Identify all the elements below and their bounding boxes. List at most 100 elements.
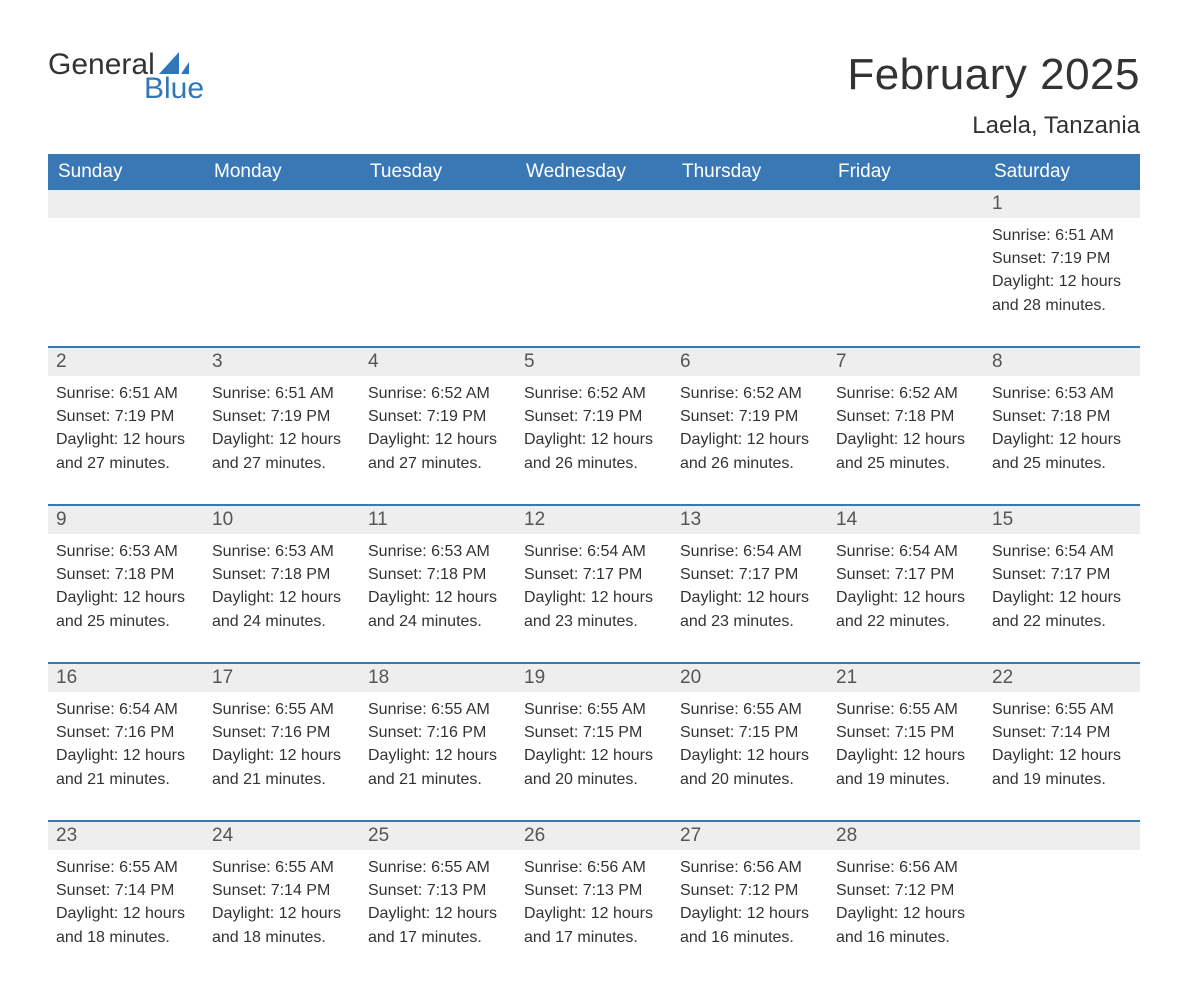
day-cell: Sunrise: 6:55 AMSunset: 7:15 PMDaylight:… <box>672 692 828 792</box>
day-number <box>984 822 1140 850</box>
day-number: 5 <box>516 348 672 376</box>
sunrise-line: Sunrise: 6:55 AM <box>212 856 352 879</box>
daylight-line: Daylight: 12 hours and 22 minutes. <box>992 586 1132 632</box>
sunset-line: Sunset: 7:17 PM <box>992 563 1132 586</box>
day-number: 14 <box>828 506 984 534</box>
month-title: February 2025 <box>847 50 1140 100</box>
sunrise-line: Sunrise: 6:51 AM <box>212 382 352 405</box>
sunset-line: Sunset: 7:13 PM <box>524 879 664 902</box>
sunrise-line: Sunrise: 6:55 AM <box>836 698 976 721</box>
day-number: 11 <box>360 506 516 534</box>
sunrise-line: Sunrise: 6:55 AM <box>56 856 196 879</box>
calendar-week: 9101112131415Sunrise: 6:53 AMSunset: 7:1… <box>48 504 1140 634</box>
calendar-week: 1Sunrise: 6:51 AMSunset: 7:19 PMDaylight… <box>48 190 1140 318</box>
sunset-line: Sunset: 7:13 PM <box>368 879 508 902</box>
day-number: 12 <box>516 506 672 534</box>
day-cell: Sunrise: 6:56 AMSunset: 7:12 PMDaylight:… <box>828 850 984 950</box>
daylight-line: Daylight: 12 hours and 26 minutes. <box>524 428 664 474</box>
daynum-strip: 9101112131415 <box>48 506 1140 534</box>
day-cell: Sunrise: 6:51 AMSunset: 7:19 PMDaylight:… <box>984 218 1140 318</box>
day-cell <box>672 218 828 318</box>
daylight-line: Daylight: 12 hours and 25 minutes. <box>56 586 196 632</box>
daylight-line: Daylight: 12 hours and 16 minutes. <box>680 902 820 948</box>
brand-logo: General Blue <box>48 50 204 104</box>
daylight-line: Daylight: 12 hours and 21 minutes. <box>368 744 508 790</box>
day-number: 22 <box>984 664 1140 692</box>
brand-word1: General <box>48 50 155 80</box>
sunrise-line: Sunrise: 6:55 AM <box>524 698 664 721</box>
sunrise-line: Sunrise: 6:52 AM <box>836 382 976 405</box>
daylight-line: Daylight: 12 hours and 20 minutes. <box>524 744 664 790</box>
location-label: Laela, Tanzania <box>847 112 1140 140</box>
sunrise-line: Sunrise: 6:51 AM <box>992 224 1132 247</box>
daynum-strip: 2345678 <box>48 348 1140 376</box>
daylight-line: Daylight: 12 hours and 19 minutes. <box>836 744 976 790</box>
sunrise-line: Sunrise: 6:55 AM <box>368 698 508 721</box>
day-number: 19 <box>516 664 672 692</box>
day-cell: Sunrise: 6:52 AMSunset: 7:19 PMDaylight:… <box>516 376 672 476</box>
sunset-line: Sunset: 7:16 PM <box>56 721 196 744</box>
dow-cell: Friday <box>828 154 984 190</box>
sunset-line: Sunset: 7:12 PM <box>836 879 976 902</box>
day-cell: Sunrise: 6:53 AMSunset: 7:18 PMDaylight:… <box>360 534 516 634</box>
daylight-line: Daylight: 12 hours and 24 minutes. <box>368 586 508 632</box>
calendar-week: 232425262728Sunrise: 6:55 AMSunset: 7:14… <box>48 820 1140 950</box>
sunrise-line: Sunrise: 6:51 AM <box>56 382 196 405</box>
dow-cell: Sunday <box>48 154 204 190</box>
day-number: 24 <box>204 822 360 850</box>
daylight-line: Daylight: 12 hours and 17 minutes. <box>524 902 664 948</box>
sunrise-line: Sunrise: 6:52 AM <box>368 382 508 405</box>
day-number: 9 <box>48 506 204 534</box>
title-block: February 2025 Laela, Tanzania <box>847 50 1140 140</box>
sunrise-line: Sunrise: 6:53 AM <box>368 540 508 563</box>
day-number: 10 <box>204 506 360 534</box>
sunrise-line: Sunrise: 6:53 AM <box>56 540 196 563</box>
day-cell: Sunrise: 6:55 AMSunset: 7:16 PMDaylight:… <box>204 692 360 792</box>
daylight-line: Daylight: 12 hours and 25 minutes. <box>992 428 1132 474</box>
day-number: 3 <box>204 348 360 376</box>
sunset-line: Sunset: 7:18 PM <box>368 563 508 586</box>
day-number: 17 <box>204 664 360 692</box>
day-number: 8 <box>984 348 1140 376</box>
daylight-line: Daylight: 12 hours and 21 minutes. <box>212 744 352 790</box>
sunset-line: Sunset: 7:15 PM <box>836 721 976 744</box>
daylight-line: Daylight: 12 hours and 26 minutes. <box>680 428 820 474</box>
day-cell: Sunrise: 6:55 AMSunset: 7:15 PMDaylight:… <box>828 692 984 792</box>
day-number: 6 <box>672 348 828 376</box>
sunrise-line: Sunrise: 6:54 AM <box>680 540 820 563</box>
day-cell: Sunrise: 6:53 AMSunset: 7:18 PMDaylight:… <box>984 376 1140 476</box>
calendar-week: 16171819202122Sunrise: 6:54 AMSunset: 7:… <box>48 662 1140 792</box>
sunset-line: Sunset: 7:18 PM <box>56 563 196 586</box>
sunset-line: Sunset: 7:16 PM <box>368 721 508 744</box>
sunset-line: Sunset: 7:15 PM <box>524 721 664 744</box>
daylight-line: Daylight: 12 hours and 28 minutes. <box>992 270 1132 316</box>
page-header: General Blue February 2025 Laela, Tanzan… <box>48 50 1140 140</box>
calendar: SundayMondayTuesdayWednesdayThursdayFrid… <box>48 154 1140 950</box>
day-number: 7 <box>828 348 984 376</box>
sunrise-line: Sunrise: 6:53 AM <box>992 382 1132 405</box>
sunset-line: Sunset: 7:19 PM <box>368 405 508 428</box>
day-number: 1 <box>984 190 1140 218</box>
dow-cell: Tuesday <box>360 154 516 190</box>
daylight-line: Daylight: 12 hours and 27 minutes. <box>368 428 508 474</box>
daylight-line: Daylight: 12 hours and 18 minutes. <box>56 902 196 948</box>
day-number <box>516 190 672 218</box>
daylight-line: Daylight: 12 hours and 20 minutes. <box>680 744 820 790</box>
day-of-week-row: SundayMondayTuesdayWednesdayThursdayFrid… <box>48 154 1140 190</box>
day-number: 25 <box>360 822 516 850</box>
daynum-strip: 1 <box>48 190 1140 218</box>
day-number: 4 <box>360 348 516 376</box>
sunrise-line: Sunrise: 6:56 AM <box>524 856 664 879</box>
sunrise-line: Sunrise: 6:52 AM <box>524 382 664 405</box>
dow-cell: Saturday <box>984 154 1140 190</box>
sunrise-line: Sunrise: 6:54 AM <box>524 540 664 563</box>
day-number <box>204 190 360 218</box>
day-cell: Sunrise: 6:55 AMSunset: 7:15 PMDaylight:… <box>516 692 672 792</box>
day-number: 23 <box>48 822 204 850</box>
day-number: 28 <box>828 822 984 850</box>
sunrise-line: Sunrise: 6:55 AM <box>368 856 508 879</box>
daylight-line: Daylight: 12 hours and 27 minutes. <box>212 428 352 474</box>
sunset-line: Sunset: 7:17 PM <box>524 563 664 586</box>
day-cell: Sunrise: 6:52 AMSunset: 7:18 PMDaylight:… <box>828 376 984 476</box>
day-cell: Sunrise: 6:51 AMSunset: 7:19 PMDaylight:… <box>48 376 204 476</box>
